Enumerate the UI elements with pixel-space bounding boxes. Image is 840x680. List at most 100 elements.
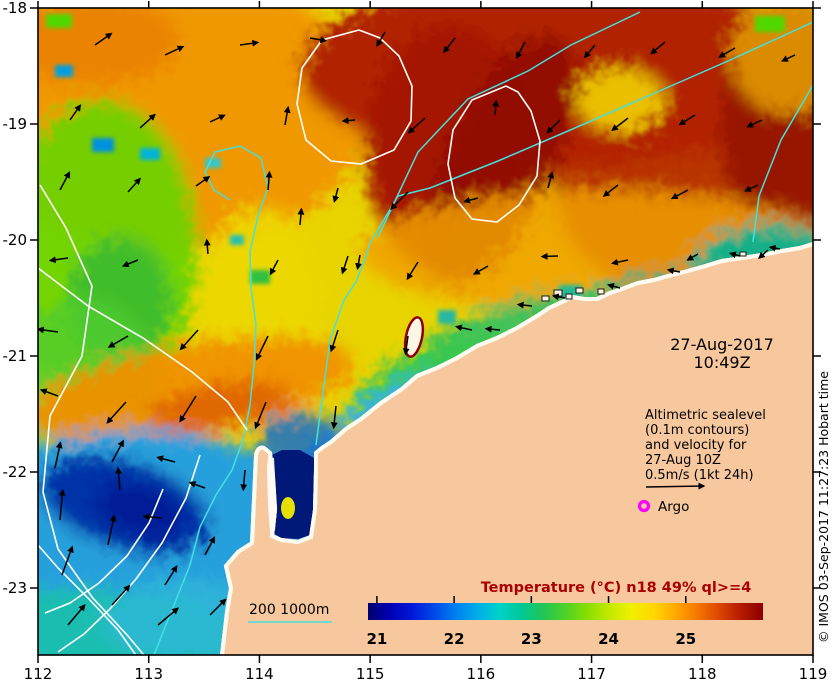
velocity-arrow <box>269 259 279 276</box>
altimetric-line4: 27-Aug 10Z <box>645 453 721 468</box>
velocity-arrow <box>686 253 699 261</box>
velocity-arrow <box>758 249 769 259</box>
velocity-arrow <box>402 335 410 356</box>
x-tick-label: 118 <box>688 665 717 680</box>
velocity-arrow <box>67 604 86 626</box>
velocity-arrow <box>195 176 211 187</box>
colorbar: Temperature (°C) n18 49% ql>=4 21 22 23 24 2… <box>366 580 763 648</box>
colorbar-tick-label: 25 <box>675 630 696 648</box>
velocity-arrow <box>781 54 796 62</box>
velocity-arrow <box>61 545 74 576</box>
argo-legend: Argo <box>637 499 689 515</box>
colorbar-tick-label: 22 <box>444 630 465 648</box>
velocity-arrow <box>209 598 227 616</box>
velocity-arrow <box>406 261 419 281</box>
bathy-legend-label: 200 1000m <box>249 602 329 618</box>
velocity-arrow <box>188 481 206 489</box>
velocity-arrow <box>255 335 269 361</box>
argo-marker-icon[interactable] <box>637 499 651 513</box>
sealevel-contour <box>38 267 248 431</box>
altimetric-line5: 0.5m/s (1kt 24h) <box>645 468 754 483</box>
x-tick-label: 114 <box>245 665 274 680</box>
gulf-water <box>272 450 314 539</box>
velocity-arrow <box>111 584 131 606</box>
x-tick-label: 117 <box>577 665 606 680</box>
altimetric-line1: Altimetric sealevel <box>645 408 766 423</box>
velocity-arrow <box>376 31 386 48</box>
altimetric-note: Altimetric sealevel (0.1m contours) and … <box>645 408 766 490</box>
velocity-arrow <box>179 395 197 423</box>
y-tick-label: -19 <box>3 115 28 133</box>
velocity-arrow <box>602 184 619 197</box>
y-tick-label: -21 <box>3 347 28 365</box>
velocity-arrow <box>610 258 629 266</box>
velocity-arrow <box>666 267 681 275</box>
altimetric-line3: and velocity for <box>645 438 747 453</box>
velocity-arrow <box>283 105 291 126</box>
velocity-arrow <box>746 119 763 128</box>
bathymetry-contour <box>153 145 269 655</box>
colorbar-tick-label: 21 <box>366 630 387 648</box>
colorbar-title: Temperature (°C) n18 49% ql>=4 <box>481 580 752 596</box>
sealevel-contour <box>296 29 413 165</box>
colorbar-tick-label: 23 <box>521 630 542 648</box>
y-tick-label: -20 <box>3 231 28 249</box>
velocity-arrow <box>546 119 561 134</box>
velocity-arrow <box>239 39 260 47</box>
sealevel-contour <box>447 85 541 223</box>
velocity-arrow <box>240 469 248 492</box>
velocity-arrow <box>516 301 533 309</box>
velocity-arrow <box>309 36 328 44</box>
map-frame[interactable] <box>37 7 814 656</box>
y-tick-label: -18 <box>3 0 28 17</box>
velocity-arrow <box>611 117 629 132</box>
y-tick-label: -23 <box>3 579 28 597</box>
bathymetry-contour <box>752 84 813 243</box>
velocity-arrow <box>164 45 185 56</box>
coastal-islands <box>541 251 747 302</box>
altimetric-line2: (0.1m contours) <box>645 423 749 438</box>
velocity-arrow <box>107 514 117 546</box>
velocity-arrow <box>59 171 71 191</box>
bathymetry-contour <box>377 11 641 238</box>
velocity-arrow <box>332 187 340 203</box>
velocity-arrow <box>472 265 489 275</box>
velocity-arrow <box>443 37 456 54</box>
velocity-arrow <box>718 47 736 58</box>
velocity-arrow <box>744 184 759 192</box>
sealevel-contour <box>38 544 137 655</box>
gulf-warm-spot <box>281 497 295 519</box>
velocity-arrow <box>454 324 473 332</box>
velocity-arrow <box>492 99 500 116</box>
velocity-arrow <box>540 252 559 260</box>
velocity-arrow <box>209 114 226 123</box>
velocity-arrow <box>106 401 127 424</box>
sealevel-contour <box>57 454 201 653</box>
x-tick-label: 115 <box>356 665 385 680</box>
velocity-arrow <box>48 256 69 264</box>
velocity-arrow <box>670 189 689 200</box>
velocity-arrow <box>768 244 781 252</box>
y-tick-label: -22 <box>3 463 28 481</box>
velocity-arrows <box>38 31 796 626</box>
velocity-arrow <box>407 117 426 134</box>
bathy-legend: 200 1000m <box>248 602 332 623</box>
velocity-arrow <box>142 513 163 521</box>
velocity-arrow <box>94 32 113 46</box>
x-tick-label: 113 <box>134 665 163 680</box>
axes: 112 113 114 115 116 117 118 119 -18 -19 -20 -21 -22 -… <box>3 0 828 680</box>
colorbar-tick-label: 24 <box>598 630 619 648</box>
velocity-arrow <box>111 439 124 463</box>
velocity-arrow <box>179 329 199 351</box>
velocity-arrow <box>484 325 501 333</box>
velocity-arrow <box>355 254 362 271</box>
barrow-island <box>403 316 425 358</box>
velocity-arrow <box>127 177 141 193</box>
velocity-arrow <box>115 466 123 491</box>
velocity-arrow <box>203 238 211 255</box>
date-line1: 27-Aug-2017 <box>670 335 774 354</box>
velocity-arrow <box>39 388 59 397</box>
velocity-arrow <box>463 196 479 204</box>
